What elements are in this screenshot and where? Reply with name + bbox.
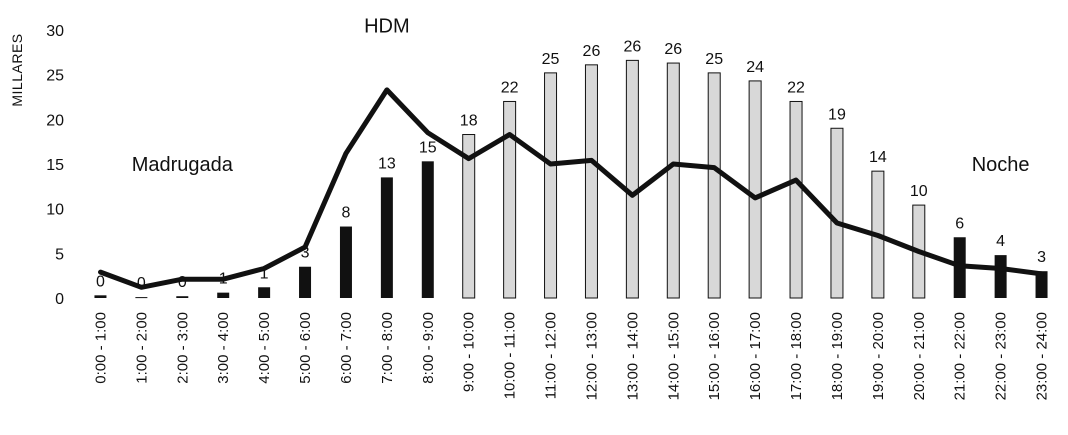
data-label: 25 [705,51,723,68]
y-tick-label: 5 [55,246,64,263]
data-label: 18 [460,113,478,130]
bar [789,100,803,299]
y-axis-ticks: 0 5 10 15 20 25 30 [46,23,64,308]
line-path [98,87,1044,290]
y-tick-label: 0 [55,291,64,308]
bar [339,226,352,298]
bar [748,80,762,299]
x-tick-label: 12:00 - 13:00 [583,312,600,400]
x-tick-label: 16:00 - 17:00 [747,312,764,400]
x-tick-label: 15:00 - 16:00 [706,312,723,400]
data-label: 0 [96,273,105,290]
x-tick-label: 10:00 - 11:00 [502,312,519,399]
data-label: 8 [342,205,351,222]
data-label: 22 [787,79,805,96]
bar [217,292,230,298]
y-tick-label: 10 [46,202,64,219]
x-tick-label: 7:00 - 8:00 [379,312,396,384]
data-label: 1 [260,265,269,282]
line-series [98,87,1044,290]
bar [135,297,148,299]
bar [994,255,1007,298]
x-tick-label: 1:00 - 2:00 [133,312,150,384]
bar [584,64,598,299]
y-tick-label: 15 [46,157,64,174]
x-tick-label: 3:00 - 4:00 [215,312,232,384]
data-label: 19 [828,106,846,123]
annotation: Noche [972,154,1030,176]
bar [299,266,312,298]
x-tick-label: 9:00 - 10:00 [461,312,478,392]
annotation: Madrugada [132,154,234,176]
data-label: 26 [583,43,601,60]
data-label: 10 [910,183,928,200]
bar [421,161,434,298]
data-label: 15 [419,139,437,156]
x-tick-label: 4:00 - 5:00 [256,312,273,384]
data-label: 14 [869,149,887,166]
y-axis-label: MILLARES [9,33,25,106]
data-label: 26 [664,41,682,58]
bar [544,72,558,299]
x-tick-label: 5:00 - 6:00 [297,312,314,384]
bar [503,100,517,299]
bar [258,287,271,298]
x-tick-label: 2:00 - 3:00 [174,312,191,384]
bar [176,296,189,298]
data-label: 22 [501,79,519,96]
x-tick-label: 19:00 - 20:00 [870,312,887,400]
annotations: HDM Madrugada Noche [132,16,1030,176]
x-tick-label: 14:00 - 15:00 [665,312,682,400]
x-tick-label: 13:00 - 14:00 [624,312,641,400]
bar [94,295,107,298]
annotation: HDM [364,16,410,38]
x-tick-label: 23:00 - 24:00 [1034,312,1051,400]
bar [1035,271,1048,298]
bar [625,59,639,299]
bar [380,177,393,298]
x-tick-label: 8:00 - 9:00 [420,312,437,384]
data-label: 4 [996,233,1005,250]
data-label: 24 [746,59,764,76]
x-tick-label: 22:00 - 23:00 [993,312,1010,400]
data-label: 26 [623,38,641,55]
y-tick-label: 25 [46,68,64,85]
bar-series [94,59,1048,299]
bar [830,127,844,299]
data-label: 3 [1037,249,1046,266]
x-axis-ticks: 0:00 - 1:00 1:00 - 2:00 2:00 - 3:00 3:00 - … [92,312,1050,400]
x-tick-label: 11:00 - 12:00 [543,312,560,399]
data-label: 13 [378,155,396,172]
data-label: 6 [955,215,964,232]
x-tick-label: 21:00 - 22:00 [952,312,969,400]
data-label: 0 [137,275,146,292]
data-label: 25 [542,51,560,68]
y-tick-label: 30 [46,23,64,40]
bar [666,62,680,299]
x-tick-label: 17:00 - 18:00 [788,312,805,400]
data-label: 0 [178,274,187,291]
data-label: 3 [301,245,310,262]
x-tick-label: 6:00 - 7:00 [338,312,355,384]
data-label: 1 [219,271,228,288]
x-tick-label: 0:00 - 1:00 [92,312,109,384]
x-tick-label: 18:00 - 19:00 [829,312,846,400]
bar [462,134,476,299]
bar [707,72,721,299]
x-tick-label: 20:00 - 21:00 [911,312,928,400]
y-tick-label: 20 [46,112,64,129]
